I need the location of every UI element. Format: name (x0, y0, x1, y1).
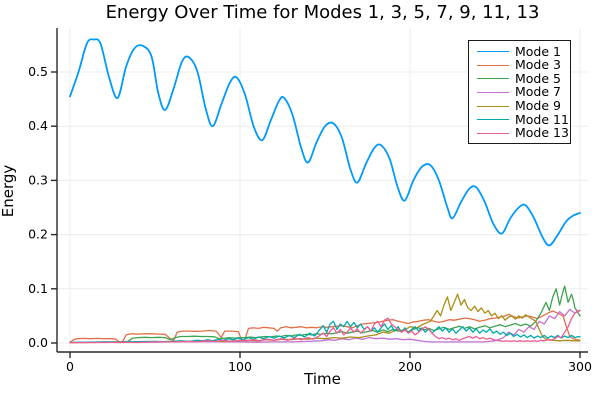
legend-item-label: Mode 3 (515, 57, 561, 73)
chart-title: Energy Over Time for Modes 1, 3, 5, 7, 9… (105, 2, 540, 23)
y-tick-label: 0.4 (28, 118, 48, 133)
legend: Mode 1 Mode 3 Mode 5 Mode 7 Mode 9 Mode 11 Mod… (468, 40, 571, 145)
series-line-mode-13 (69, 309, 581, 344)
x-tick-label: 0 (66, 359, 74, 374)
legend-item-label: Mode 13 (515, 125, 569, 141)
y-tick-label: 0.1 (28, 281, 48, 296)
y-tick-label: 0.0 (28, 335, 48, 350)
legend-item-label: Mode 5 (515, 70, 561, 86)
legend-item: Mode 1 (469, 45, 570, 59)
legend-item: Mode 11 (469, 113, 570, 127)
y-tick-label: 0.5 (28, 64, 48, 79)
y-tick-label: 0.2 (28, 227, 48, 242)
legend-line-swatch (477, 64, 509, 66)
legend-line-swatch (477, 51, 509, 53)
legend-item-label: Mode 11 (515, 111, 569, 127)
y-tick-label: 0.3 (28, 172, 48, 187)
legend-item: Mode 5 (469, 72, 570, 86)
legend-line-swatch (477, 132, 509, 134)
legend-item-label: Mode 9 (515, 97, 561, 113)
series-line-mode-1 (69, 38, 581, 247)
legend-line-swatch (477, 119, 509, 121)
legend-item: Mode 3 (469, 59, 570, 73)
legend-item-label: Mode 1 (515, 43, 561, 59)
series-line-mode-11 (69, 320, 581, 344)
legend-item: Mode 7 (469, 86, 570, 100)
legend-line-swatch (477, 78, 509, 80)
legend-item: Mode 9 (469, 99, 570, 113)
legend-item: Mode 13 (469, 127, 570, 141)
legend-line-swatch (477, 92, 509, 94)
series-line-mode-3 (69, 310, 581, 344)
x-axis-label: Time (304, 370, 341, 388)
legend-line-swatch (477, 105, 509, 107)
x-tick-label: 300 (568, 359, 592, 374)
legend-item-label: Mode 7 (515, 84, 561, 100)
x-tick-label: 100 (228, 359, 252, 374)
x-tick-label: 200 (398, 359, 422, 374)
